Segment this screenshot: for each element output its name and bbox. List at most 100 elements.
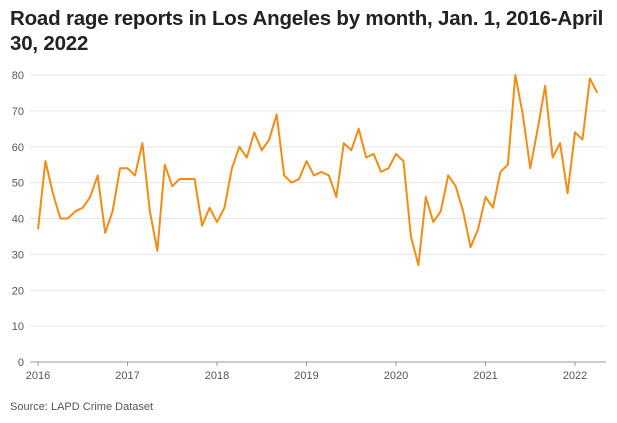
y-tick-label: 30: [12, 249, 24, 261]
data-point-2021-04[interactable]: 2021-04: 55: [505, 162, 511, 168]
x-tick-label: 2017: [115, 370, 139, 382]
data-point-2022-02[interactable]: 2022-02: 62: [579, 137, 585, 143]
data-point-2019-02[interactable]: 2019-02: 52: [311, 172, 317, 178]
data-point-2016-06[interactable]: 2016-06: 42: [72, 208, 78, 214]
data-point-2020-04[interactable]: 2020-04: 27: [415, 262, 421, 268]
gridlines: [30, 74, 606, 363]
data-point-2016-04[interactable]: 2016-04: 40: [57, 216, 63, 222]
data-point-2016-10[interactable]: 2016-10: 36: [102, 230, 108, 236]
data-point-2019-12[interactable]: 2019-12: 54: [386, 165, 392, 171]
data-point-2016-08[interactable]: 2016-08: 46: [87, 194, 93, 200]
data-point-2019-06[interactable]: 2019-06: 61: [341, 140, 347, 146]
data-point-2016-12[interactable]: 2016-12: 54: [117, 165, 123, 171]
data-point-2017-04[interactable]: 2017-04: 42: [147, 208, 153, 214]
data-point-2020-05[interactable]: 2020-05: 46: [423, 194, 429, 200]
data-point-2019-01[interactable]: 2019-01: 56: [304, 158, 310, 164]
data-point-2019-03[interactable]: 2019-03: 53: [318, 169, 324, 175]
data-point-2017-05[interactable]: 2017-05: 31: [154, 248, 160, 254]
data-point-2017-06[interactable]: 2017-06: 55: [162, 162, 168, 168]
data-point-2020-09[interactable]: 2020-09: 49: [453, 183, 459, 189]
data-point-2020-12[interactable]: 2020-12: 37: [475, 226, 481, 232]
series-line: [37, 74, 599, 267]
data-point-2017-03[interactable]: 2017-03: 61: [139, 140, 145, 146]
y-tick-label: 20: [12, 285, 24, 297]
data-point-2020-10[interactable]: 2020-10: 42: [460, 208, 466, 214]
data-point-2018-12[interactable]: 2018-12: 51: [296, 176, 302, 182]
data-point-2018-01[interactable]: 2018-01: 39: [214, 219, 220, 225]
data-point-2017-10[interactable]: 2017-10: 51: [192, 176, 198, 182]
data-point-2020-06[interactable]: 2020-06: 39: [430, 219, 436, 225]
data-point-2018-08[interactable]: 2018-08: 62: [266, 137, 272, 143]
data-point-2019-11[interactable]: 2019-11: 53: [378, 169, 384, 175]
data-point-2018-10[interactable]: 2018-10: 52: [281, 172, 287, 178]
data-point-2019-05[interactable]: 2019-05: 46: [333, 194, 339, 200]
data-point-2016-03[interactable]: 2016-03: 47: [50, 190, 56, 196]
data-point-2021-12[interactable]: 2021-12: 47: [565, 190, 571, 196]
chart-title: Road rage reports in Los Angeles by mont…: [10, 7, 604, 55]
data-point-2019-08[interactable]: 2019-08: 65: [356, 126, 362, 132]
data-point-2018-03[interactable]: 2018-03: 54: [229, 165, 235, 171]
data-point-2017-11[interactable]: 2017-11: 38: [199, 223, 205, 229]
y-tick-label: 70: [12, 106, 24, 118]
data-point-2018-05[interactable]: 2018-05: 57: [244, 155, 250, 161]
data-point-2016-05[interactable]: 2016-05: 40: [65, 216, 71, 222]
data-point-2021-03[interactable]: 2021-03: 53: [497, 169, 503, 175]
data-point-2021-02[interactable]: 2021-02: 43: [490, 205, 496, 211]
data-point-2016-11[interactable]: 2016-11: 42: [110, 208, 116, 214]
data-point-2017-08[interactable]: 2017-08: 51: [177, 176, 183, 182]
data-point-2018-04[interactable]: 2018-04: 60: [236, 144, 242, 150]
x-tick-label: 2021: [473, 370, 497, 382]
data-point-2021-11[interactable]: 2021-11: 61: [557, 140, 563, 146]
y-tick-label: 40: [12, 214, 24, 226]
data-point-2021-05[interactable]: 2021-05: 80: [512, 72, 518, 78]
data-point-2022-04[interactable]: 2022-04: 75: [594, 90, 600, 96]
data-point-2016-09[interactable]: 2016-09: 52: [95, 172, 101, 178]
data-point-2019-04[interactable]: 2019-04: 52: [326, 172, 332, 178]
data-point-2019-10[interactable]: 2019-10: 58: [371, 151, 377, 157]
data-point-2017-01[interactable]: 2017-01: 54: [125, 165, 131, 171]
data-point-2018-06[interactable]: 2018-06: 64: [251, 129, 257, 135]
data-point-2016-07[interactable]: 2016-07: 43: [80, 205, 86, 211]
data-point-2017-02[interactable]: 2017-02: 52: [132, 172, 138, 178]
y-tick-label: 60: [12, 142, 24, 154]
y-tick-label: 0: [18, 357, 24, 369]
data-point-2018-02[interactable]: 2018-02: 43: [221, 205, 227, 211]
data-point-2021-06[interactable]: 2021-06: 69: [520, 111, 526, 117]
series-road-rage: 2016-01: 37 2016-02: 56 2016-03: 47 2016-04…: [35, 72, 600, 268]
x-tick-label: 2018: [205, 370, 229, 382]
x-tick-label: 2016: [26, 370, 50, 382]
data-point-2021-10[interactable]: 2021-10: 57: [550, 155, 556, 161]
data-point-2022-03[interactable]: 2022-03: 79: [587, 76, 593, 82]
y-tick-label: 10: [12, 321, 24, 333]
data-point-2019-09[interactable]: 2019-09: 57: [363, 155, 369, 161]
data-point-2021-01[interactable]: 2021-01: 46: [483, 194, 489, 200]
data-point-2020-01[interactable]: 2020-01: 58: [393, 151, 399, 157]
x-axis-ticks: 2016 2017 2018 2019 2020 2021 2022: [26, 362, 587, 382]
x-tick-label: 2020: [384, 370, 408, 382]
data-point-2021-07[interactable]: 2021-07: 54: [527, 165, 533, 171]
data-point-2020-03[interactable]: 2020-03: 35: [408, 233, 414, 239]
data-point-2020-08[interactable]: 2020-08: 52: [445, 172, 451, 178]
y-tick-label: 50: [12, 178, 24, 190]
data-point-2021-08[interactable]: 2021-08: 65: [535, 126, 541, 132]
data-point-2016-02[interactable]: 2016-02: 56: [42, 158, 48, 164]
data-point-2018-11[interactable]: 2018-11: 50: [289, 180, 295, 186]
y-tick-label: 80: [12, 70, 24, 82]
x-tick-label: 2022: [563, 370, 587, 382]
data-point-2020-02[interactable]: 2020-02: 56: [400, 158, 406, 164]
data-point-2020-07[interactable]: 2020-07: 42: [438, 208, 444, 214]
data-point-2021-09[interactable]: 2021-09: 77: [542, 83, 548, 89]
source-note: Source: LAPD Crime Dataset: [10, 401, 154, 413]
y-axis-ticks: 0 10 20 30 40 50 60 70 80: [12, 70, 24, 369]
data-point-2022-01[interactable]: 2022-01: 64: [572, 129, 578, 135]
data-point-2020-11[interactable]: 2020-11: 32: [468, 244, 474, 250]
data-point-2017-12[interactable]: 2017-12: 43: [207, 205, 213, 211]
data-point-2016-01[interactable]: 2016-01: 37: [35, 226, 41, 232]
data-point-2017-07[interactable]: 2017-07: 49: [169, 183, 175, 189]
data-point-2018-09[interactable]: 2018-09: 69: [274, 111, 280, 117]
data-point-2019-07[interactable]: 2019-07: 59: [348, 147, 354, 153]
data-point-2017-09[interactable]: 2017-09: 51: [184, 176, 190, 182]
data-point-2018-07[interactable]: 2018-07: 59: [259, 147, 265, 153]
x-tick-label: 2019: [294, 370, 318, 382]
